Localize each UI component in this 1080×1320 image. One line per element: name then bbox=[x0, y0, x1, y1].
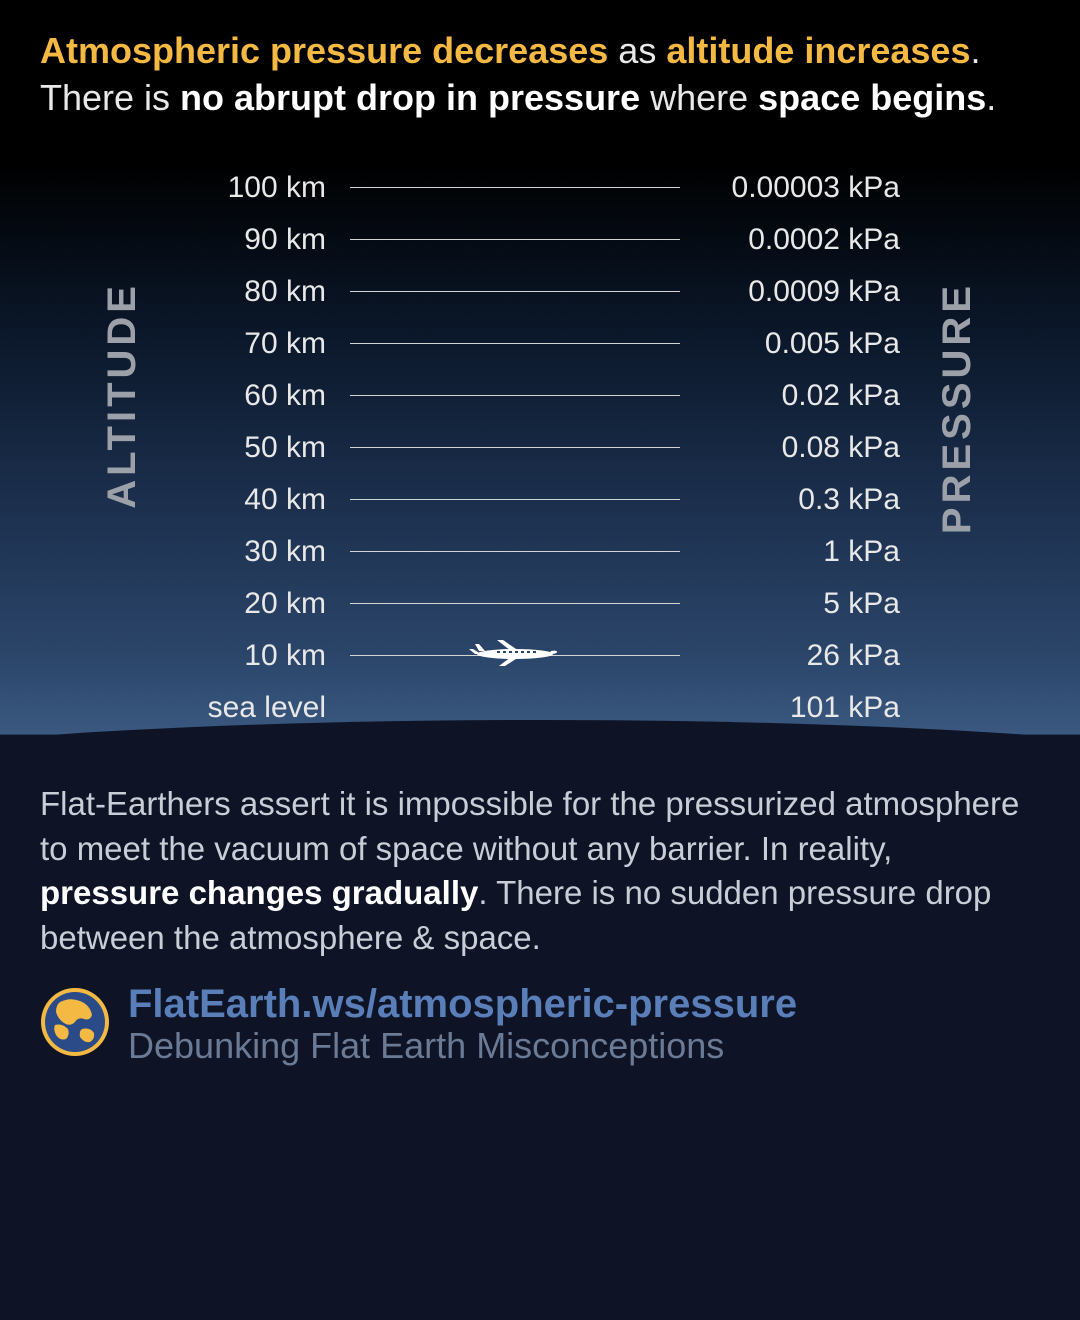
row-line-wrap bbox=[350, 447, 680, 449]
row-line bbox=[350, 343, 680, 345]
table-row: 20 km 5 kPa bbox=[180, 578, 900, 630]
table-row: 30 km 1 kPa bbox=[180, 526, 900, 578]
table-row: 70 km 0.005 kPa bbox=[180, 318, 900, 370]
header-text: Atmospheric pressure decreases as altitu… bbox=[0, 0, 1080, 132]
pressure-value: 0.02 kPa bbox=[680, 379, 900, 413]
footer-url: FlatEarth.ws/atmospheric-pressure bbox=[128, 982, 797, 1026]
table-row: 100 km 0.00003 kPa bbox=[180, 162, 900, 214]
row-line bbox=[350, 187, 680, 189]
row-line-wrap bbox=[350, 655, 680, 657]
altitude-value: sea level bbox=[180, 691, 350, 725]
row-line bbox=[350, 551, 680, 553]
table-row: 90 km 0.0002 kPa bbox=[180, 214, 900, 266]
row-line-wrap bbox=[350, 603, 680, 605]
chart-rows: 100 km 0.00003 kPa 90 km 0.0002 kPa 80 km 0.0… bbox=[180, 162, 900, 734]
pressure-value: 0.00003 kPa bbox=[680, 171, 900, 205]
pressure-value: 0.0002 kPa bbox=[680, 223, 900, 257]
body-paragraph: Flat-Earthers assert it is impossible fo… bbox=[40, 782, 1040, 960]
table-row: 10 km 26 kPa bbox=[180, 630, 900, 682]
altitude-value: 30 km bbox=[180, 535, 350, 569]
altitude-value: 100 km bbox=[180, 171, 350, 205]
altitude-value: 10 km bbox=[180, 639, 350, 673]
altitude-axis-label: ALTITUDE bbox=[100, 282, 145, 509]
header-accent-1: Atmospheric pressure decreases bbox=[40, 30, 608, 71]
footer-tagline: Debunking Flat Earth Misconceptions bbox=[128, 1026, 797, 1066]
pressure-value: 5 kPa bbox=[680, 587, 900, 621]
altitude-value: 40 km bbox=[180, 483, 350, 517]
row-line-wrap bbox=[350, 239, 680, 241]
row-line bbox=[350, 395, 680, 397]
footer: FlatEarth.ws/atmospheric-pressure Debunk… bbox=[40, 982, 1040, 1066]
row-line-wrap bbox=[350, 343, 680, 345]
row-line-wrap bbox=[350, 707, 680, 709]
altitude-value: 80 km bbox=[180, 275, 350, 309]
row-line-wrap bbox=[350, 187, 680, 189]
pressure-value: 0.08 kPa bbox=[680, 431, 900, 465]
altitude-pressure-chart: ALTITUDE PRESSURE 100 km 0.00003 kPa 90 km… bbox=[0, 142, 1080, 762]
altitude-value: 20 km bbox=[180, 587, 350, 621]
pressure-value: 26 kPa bbox=[680, 639, 900, 673]
altitude-value: 90 km bbox=[180, 223, 350, 257]
row-line bbox=[350, 603, 680, 605]
pressure-value: 0.3 kPa bbox=[680, 483, 900, 517]
header-accent-2: altitude increases bbox=[666, 30, 970, 71]
altitude-value: 50 km bbox=[180, 431, 350, 465]
pressure-value: 0.0009 kPa bbox=[680, 275, 900, 309]
table-row: 80 km 0.0009 kPa bbox=[180, 266, 900, 318]
header-bold-1: no abrupt drop in pressure bbox=[180, 77, 640, 118]
row-line-wrap bbox=[350, 499, 680, 501]
pressure-axis-label: PRESSURE bbox=[935, 282, 980, 534]
row-line bbox=[350, 499, 680, 501]
table-row: 50 km 0.08 kPa bbox=[180, 422, 900, 474]
pressure-value: 101 kPa bbox=[680, 691, 900, 725]
airplane-icon bbox=[467, 636, 563, 676]
globe-icon bbox=[40, 987, 110, 1062]
table-row: 60 km 0.02 kPa bbox=[180, 370, 900, 422]
pressure-value: 1 kPa bbox=[680, 535, 900, 569]
row-line bbox=[350, 447, 680, 449]
altitude-value: 60 km bbox=[180, 379, 350, 413]
table-row: 40 km 0.3 kPa bbox=[180, 474, 900, 526]
footer-text: FlatEarth.ws/atmospheric-pressure Debunk… bbox=[128, 982, 797, 1066]
altitude-value: 70 km bbox=[180, 327, 350, 361]
header-bold-2: space begins bbox=[758, 77, 986, 118]
row-line-wrap bbox=[350, 551, 680, 553]
row-line bbox=[350, 239, 680, 241]
pressure-value: 0.005 kPa bbox=[680, 327, 900, 361]
row-line-wrap bbox=[350, 291, 680, 293]
row-line-wrap bbox=[350, 395, 680, 397]
row-line bbox=[350, 291, 680, 293]
